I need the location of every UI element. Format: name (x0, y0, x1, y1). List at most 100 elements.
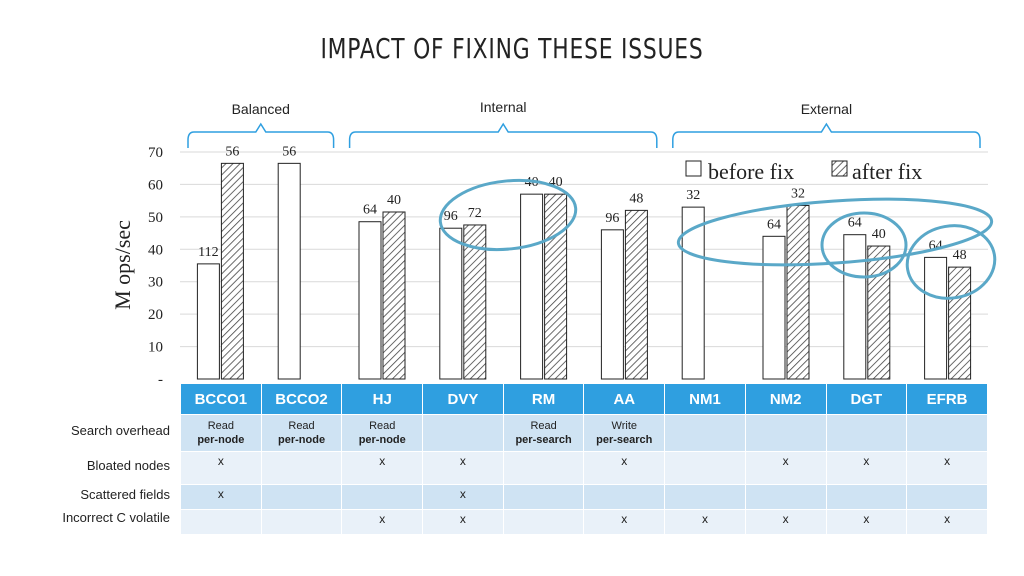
table-cell (825, 414, 908, 452)
bar-data-label: 112 (198, 245, 218, 260)
bar-before-aa (600, 229, 624, 380)
col-header-dgt: DGT (825, 383, 908, 415)
table-cell (583, 484, 666, 510)
table-cell (260, 451, 343, 485)
cell-line-1: Read (530, 420, 557, 432)
table-cell: x (906, 509, 988, 535)
table-cell: x (341, 451, 424, 485)
table-row-incorrect-c-volatile: x x x x x x x (180, 509, 988, 535)
table-cell: Read per-node (180, 414, 262, 452)
bar-before-nm2 (762, 235, 786, 380)
cell-line-2: per-node (278, 434, 326, 446)
y-tick-label: 30 (148, 275, 163, 291)
bar-after-hj (382, 211, 406, 380)
row-label-incorrect-c-volatile: Incorrect C volatile (62, 510, 170, 525)
table-cell (906, 414, 988, 452)
table-cell (906, 484, 988, 510)
table-cell: x (583, 451, 666, 485)
bar-before-dgt (843, 234, 867, 380)
cell-line-2: per-search (515, 434, 572, 446)
y-tick-label: 10 (148, 340, 163, 356)
table-cell: x (422, 484, 504, 510)
group-label-external: External (801, 101, 852, 117)
bar-data-label: 64 (363, 203, 377, 218)
y-tick-label: 70 (148, 145, 163, 161)
table-cell (180, 509, 262, 535)
table-cell: x (825, 509, 908, 535)
table-cell: x (825, 451, 908, 485)
table-cell: x (341, 509, 424, 535)
bar-after-aa (624, 209, 648, 380)
y-tick-label: - (158, 372, 163, 388)
col-header-nm2: NM2 (744, 383, 827, 415)
bar-after-dgt (867, 245, 891, 380)
bar-before-bcco1 (196, 263, 220, 380)
table-cell: x (664, 509, 746, 535)
table-cell: Read per-search (502, 414, 585, 452)
table-cell (260, 509, 343, 535)
bar-after-dvy (463, 224, 487, 380)
bar-data-label: 64 (767, 217, 781, 232)
col-header-rm: RM (502, 383, 585, 415)
cell-line-1: Read (288, 420, 315, 432)
legend-swatch-before (685, 160, 702, 177)
table-cell (502, 484, 585, 510)
bar-data-label: 56 (225, 144, 239, 159)
table-cell (260, 484, 343, 510)
table-cell (341, 484, 424, 510)
col-header-bcco2: BCCO2 (260, 383, 343, 415)
bar-data-label: 96 (605, 211, 619, 226)
bar-after-rm (544, 193, 568, 380)
row-label-search-overhead: Search overhead (70, 423, 170, 438)
bar-data-label: 64 (848, 216, 862, 231)
y-tick-label: 20 (148, 307, 163, 323)
table-cell: Write per-search (583, 414, 666, 452)
bar-before-dvy (439, 227, 463, 380)
cell-line-1: Write (611, 420, 638, 432)
cell-line-2: per-node (197, 434, 245, 446)
table-header-row: BCCO1 BCCO2 HJ DVY RM AA NM1 NM2 DGT EFR… (180, 383, 988, 415)
legend-swatch-after (831, 160, 848, 177)
highlight-ellipse-efrb (905, 224, 997, 300)
group-brace-external (672, 122, 981, 148)
cell-line-1: Read (207, 420, 234, 432)
col-header-dvy: DVY (422, 383, 504, 415)
table-cell (502, 451, 585, 485)
cell-line-2: per-node (358, 434, 406, 446)
table-cell (422, 414, 504, 452)
highlight-ellipse-dvy (438, 178, 578, 252)
col-header-efrb: EFRB (906, 383, 988, 415)
table-cell: x (422, 509, 504, 535)
y-axis-label: M ops/sec (110, 220, 135, 310)
bar-before-rm (520, 193, 544, 380)
y-tick-label: 40 (148, 242, 163, 258)
table-cell: Read per-node (341, 414, 424, 452)
bar-data-label: 48 (629, 191, 643, 206)
bar-data-label: 56 (282, 144, 296, 159)
table-row-scattered-fields: x x (180, 484, 988, 510)
row-label-bloated-nodes: Bloated nodes (86, 458, 170, 473)
table-row-search-overhead: Read per-node Read per-node Read per-node R… (180, 414, 988, 452)
y-tick-label: 60 (148, 177, 163, 193)
cell-line-1: Read (369, 420, 396, 432)
table-cell: x (180, 451, 262, 485)
bar-data-label: 96 (444, 209, 458, 224)
table-cell: x (906, 451, 988, 485)
col-header-hj: HJ (341, 383, 424, 415)
col-header-nm1: NM1 (664, 383, 746, 415)
table-cell (664, 484, 746, 510)
bar-chart: 70 60 50 40 30 20 10 - Balanced Internal External… (110, 99, 997, 388)
table-cell (744, 414, 827, 452)
group-label-balanced: Balanced (232, 101, 290, 117)
bar-before-efrb (924, 256, 948, 380)
highlight-ellipse-dgt (820, 211, 908, 279)
table-cell: x (744, 509, 827, 535)
bar-after-efrb (948, 266, 972, 380)
y-tick-label: 50 (148, 210, 163, 226)
group-brace-balanced (187, 122, 335, 148)
bar-before-nm1 (681, 206, 705, 380)
table-cell: x (180, 484, 262, 510)
row-label-scattered-fields: Scattered fields (80, 487, 170, 502)
table-cell: Read per-node (260, 414, 343, 452)
col-header-aa: AA (583, 383, 666, 415)
